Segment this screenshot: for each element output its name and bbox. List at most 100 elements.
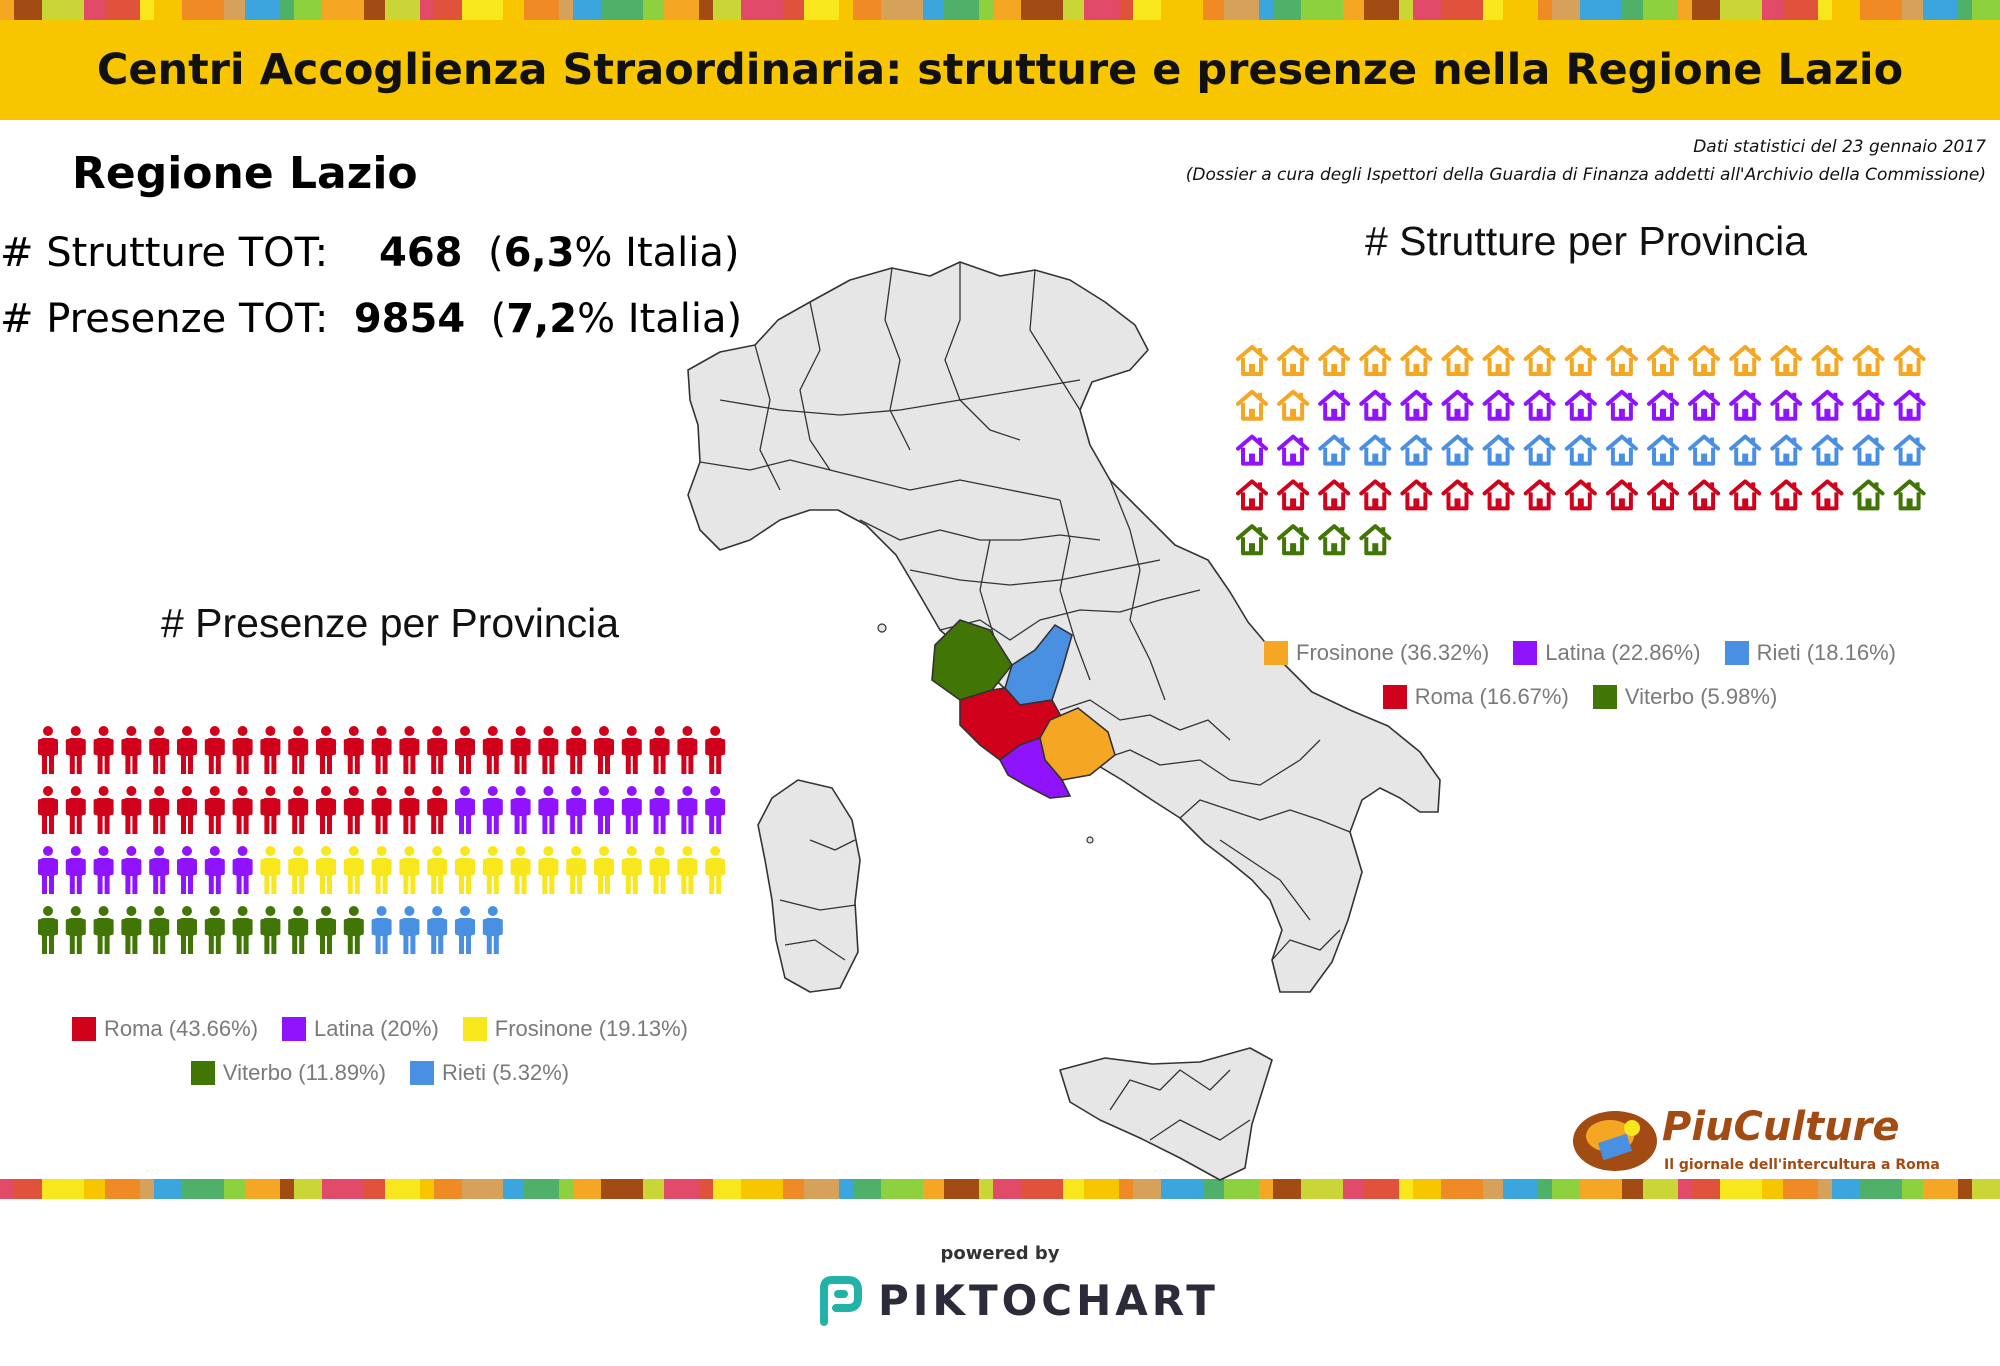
person-icon [232, 846, 253, 894]
person-icon [649, 846, 670, 894]
house-icon [1359, 524, 1392, 556]
house-icon [1441, 479, 1474, 511]
legend-label: Frosinone (36.32%) [1296, 640, 1490, 665]
house-icon [1647, 434, 1679, 466]
person-icon [677, 786, 698, 834]
house-icon [1564, 479, 1597, 511]
presenze-total-label: # Presenze TOT: [0, 296, 329, 342]
house-icon [1893, 434, 1926, 466]
house-icon [1277, 524, 1310, 556]
house-icon [1811, 434, 1844, 466]
house-icon [1564, 345, 1597, 376]
person-icon [177, 846, 197, 894]
person-icon [316, 786, 336, 834]
house-icon [1400, 434, 1433, 466]
person-icon [204, 726, 225, 774]
person-icon [121, 726, 142, 774]
house-icon [1482, 434, 1515, 466]
house-icon [1482, 389, 1515, 421]
person-icon [649, 786, 670, 834]
person-icon [399, 786, 420, 834]
legend-item: Roma (43.66%) [71, 1016, 258, 1042]
person-icon [288, 786, 309, 834]
house-icon [1893, 345, 1926, 376]
person-icon [232, 786, 253, 834]
house-icon [1441, 389, 1474, 421]
house-icon [1811, 345, 1844, 376]
house-icon [1647, 345, 1679, 376]
person-icon [177, 786, 197, 834]
person-icon [38, 726, 58, 774]
person-icon [482, 726, 503, 774]
house-icon [1852, 434, 1885, 466]
house-icon [1729, 389, 1762, 421]
person-icon [316, 726, 336, 774]
viterbo-province [931, 619, 1013, 701]
person-icon [38, 786, 58, 834]
legend-swatch [1264, 641, 1289, 665]
strutture-pictogram [1236, 345, 1926, 556]
house-icon [1318, 524, 1351, 556]
person-icon [65, 726, 86, 774]
person-icon [705, 786, 726, 834]
person-icon [65, 906, 86, 954]
person-icon [427, 726, 448, 774]
house-icon [1523, 434, 1556, 466]
person-icon [594, 786, 614, 834]
house-icon [1770, 389, 1803, 421]
house-icon [1893, 389, 1926, 421]
person-icon [65, 846, 86, 894]
presenze-total-suffix: % Italia) [577, 296, 743, 342]
person-icon [371, 906, 392, 954]
house-icon [1236, 524, 1268, 556]
strutture-total-label: # Strutture TOT: [0, 230, 329, 276]
piuculture-logo-title: PiuCulture [1662, 1104, 1900, 1150]
legend-item: Rieti (5.32%) [409, 1060, 569, 1086]
legend-item: Viterbo (5.98%) [1592, 684, 1777, 710]
house-icon [1359, 345, 1392, 376]
house-icon [1688, 434, 1721, 466]
house-icon [1564, 434, 1597, 466]
house-icon [1359, 434, 1392, 466]
house-icon [1688, 389, 1721, 421]
house-icon [1236, 345, 1268, 376]
house-icon [1359, 479, 1392, 511]
person-icon [705, 726, 726, 774]
legend-item: Frosinone (19.13%) [462, 1016, 688, 1042]
legend-swatch [462, 1017, 487, 1041]
person-icon [538, 846, 559, 894]
house-icon [1277, 345, 1310, 376]
legend-swatch [1724, 641, 1749, 665]
header-banner [0, 20, 2000, 120]
person-icon [455, 726, 475, 774]
house-icon [1605, 389, 1638, 421]
person-icon [343, 726, 364, 774]
person-icon [260, 846, 281, 894]
person-icon [121, 786, 142, 834]
person-icon [204, 786, 225, 834]
person-icon [371, 846, 392, 894]
person-icon [399, 906, 420, 954]
legend-label: Viterbo (11.89%) [222, 1060, 386, 1085]
house-icon [1318, 389, 1351, 421]
person-icon [427, 786, 448, 834]
legend-item: Latina (22.86%) [1513, 640, 1701, 666]
house-icon [1400, 479, 1433, 511]
person-icon [621, 846, 642, 894]
house-icon [1893, 479, 1926, 511]
person-icon [121, 906, 142, 954]
person-icon [232, 906, 253, 954]
house-icon [1605, 479, 1638, 511]
person-icon [566, 786, 587, 834]
legend-label: Latina (22.86%) [1545, 640, 1701, 665]
legend-item: Latina (20%) [282, 1016, 439, 1042]
presenze-legend: Roma (43.66%) Latina (20%) Frosinone (19.1… [30, 1016, 730, 1104]
person-icon [371, 726, 392, 774]
decorative-stripe-top [0, 0, 2000, 20]
person-icon [677, 726, 698, 774]
person-icon [149, 726, 170, 774]
person-icon [455, 846, 475, 894]
person-icon [232, 726, 253, 774]
person-icon [93, 786, 114, 834]
person-icon [204, 846, 225, 894]
